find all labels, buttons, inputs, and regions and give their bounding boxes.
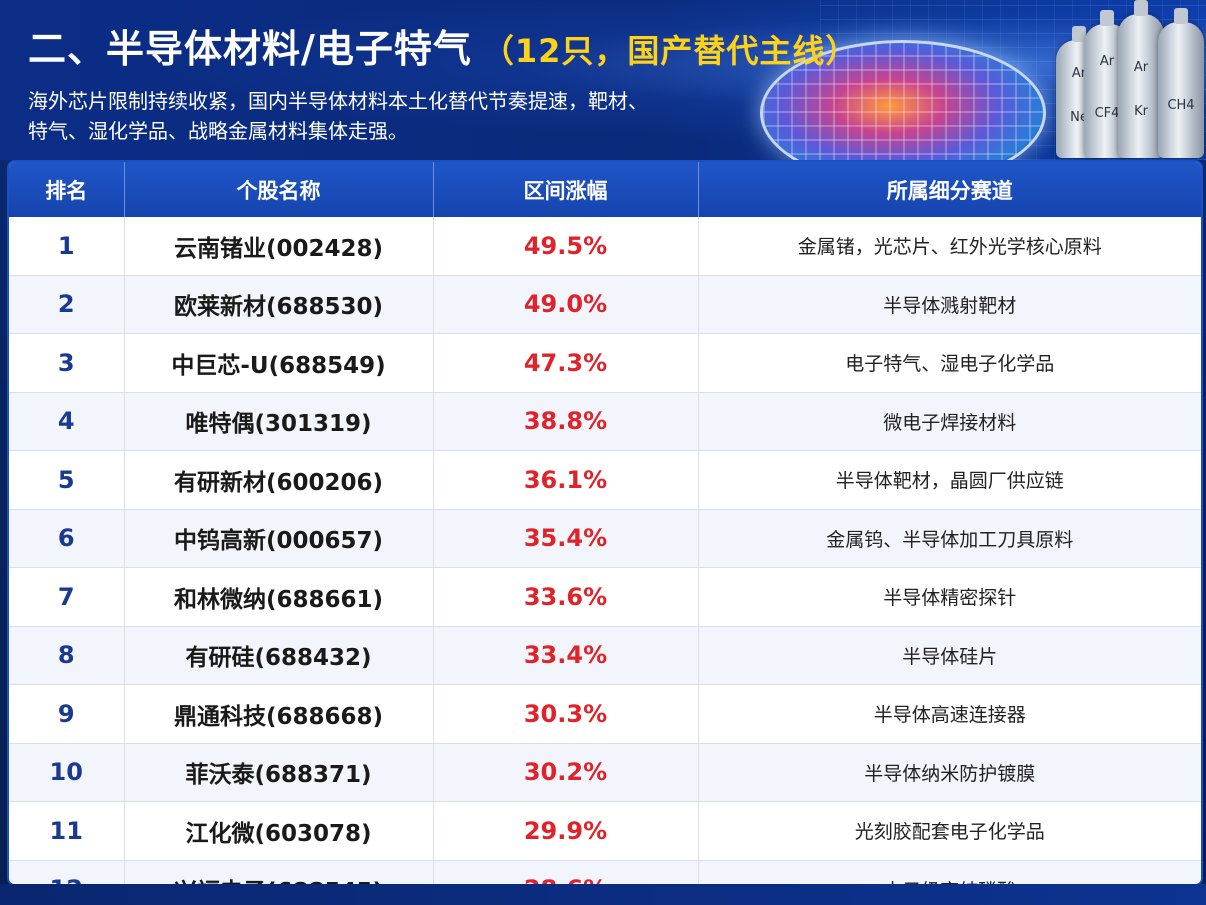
gain-cell: 30.3% (433, 684, 699, 744)
title-main: 二、半导体材料/电子特气 (28, 27, 472, 71)
rank-cell: 8 (9, 626, 125, 685)
rank-cell: 7 (9, 567, 125, 627)
gain-cell: 28.6% (433, 860, 699, 884)
stock-name-cell: 有研硅(688432) (124, 626, 434, 685)
rank-cell: 10 (9, 743, 125, 802)
stock-ranking-table: 排名 个股名称 区间涨幅 所属细分赛道 1 云南锗业(002428) 49.5% 金属… (7, 160, 1203, 886)
gain-cell: 30.2% (433, 743, 699, 802)
stock-name-cell: 有研新材(600206) (124, 450, 434, 510)
rank-cell: 6 (9, 509, 125, 568)
stock-name-cell: 中钨高新(000657) (124, 509, 434, 568)
stock-name-cell: 鼎通科技(688668) (124, 684, 434, 744)
gain-cell: 49.0% (433, 275, 699, 334)
page-description: 海外芯片限制持续收紧，国内半导体材料本土化替代节奏提速，靶材、 特气、湿化学品、… (28, 86, 748, 146)
table-row: 4 唯特偶(301319) 38.8% 微电子焊接材料 (9, 392, 1201, 451)
sector-cell: 微电子焊接材料 (698, 392, 1201, 451)
gas-cylinder-icon: Ar Kr (1118, 0, 1164, 158)
table-header-row: 排名 个股名称 区间涨幅 所属细分赛道 (9, 162, 1201, 217)
stock-name-cell: 唯特偶(301319) (124, 392, 434, 451)
gain-cell: 33.4% (433, 626, 699, 685)
gas-cylinder-icon: CH4 (1158, 8, 1204, 158)
sector-cell: 半导体精密探针 (698, 567, 1201, 627)
table-row: 6 中钨高新(000657) 35.4% 金属钨、半导体加工刀具原料 (9, 509, 1201, 568)
rank-cell: 12 (9, 860, 125, 884)
footer-strip (0, 884, 1206, 905)
silicon-wafer-image (760, 40, 1046, 160)
gain-cell: 35.4% (433, 509, 699, 568)
table-row: 3 中巨芯-U(688549) 47.3% 电子特气、湿电子化学品 (9, 333, 1201, 393)
description-line: 海外芯片限制持续收紧，国内半导体材料本土化替代节奏提速，靶材、 (28, 89, 648, 113)
table-row: 12兴福电子(688545)28.6%电子级高纯磷酸 (9, 860, 1201, 884)
sector-cell: 半导体靶材，晶圆厂供应链 (698, 450, 1201, 510)
sector-cell: 半导体硅片 (698, 626, 1201, 685)
rank-cell: 2 (9, 275, 125, 334)
rank-cell: 5 (9, 450, 125, 510)
sector-cell: 电子级高纯磷酸 (698, 860, 1201, 884)
gain-cell: 38.8% (433, 392, 699, 451)
sector-cell: 半导体高速连接器 (698, 684, 1201, 744)
stock-name-cell: 菲沃泰(688371) (124, 743, 434, 802)
table-row: 7 和林微纳(688661) 33.6% 半导体精密探针 (9, 567, 1201, 627)
title-subtitle: （12只，国产替代主线） (481, 32, 859, 70)
rank-cell: 9 (9, 684, 125, 744)
sector-cell: 金属钨、半导体加工刀具原料 (698, 509, 1201, 568)
gain-cell: 47.3% (433, 333, 699, 393)
rank-cell: 3 (9, 333, 125, 393)
gain-cell: 33.6% (433, 567, 699, 627)
stock-name-cell: 江化微(603078) (124, 801, 434, 861)
gain-cell: 36.1% (433, 450, 699, 510)
gain-cell: 29.9% (433, 801, 699, 861)
sector-cell: 半导体溅射靶材 (698, 275, 1201, 334)
column-header-rank: 排名 (9, 162, 125, 217)
sector-cell: 半导体纳米防护镀膜 (698, 743, 1201, 802)
column-header-sector: 所属细分赛道 (698, 162, 1201, 217)
table-row: 11 江化微(603078) 29.9% 光刻胶配套电子化学品 (9, 801, 1201, 861)
rank-cell: 1 (9, 217, 125, 276)
table-row: 1 云南锗业(002428) 49.5% 金属锗，光芯片、红外光学核心原料 (9, 217, 1201, 276)
table-row: 8 有研硅(688432) 33.4% 半导体硅片 (9, 626, 1201, 685)
sector-cell: 电子特气、湿电子化学品 (698, 333, 1201, 393)
page-title: 二、半导体材料/电子特气 （12只，国产替代主线） (28, 18, 858, 73)
stock-name-cell: 欧莱新材(688530) (124, 275, 434, 334)
rank-cell: 4 (9, 392, 125, 451)
sector-cell: 金属锗，光芯片、红外光学核心原料 (698, 217, 1201, 276)
sector-cell: 光刻胶配套电子化学品 (698, 801, 1201, 861)
table-row: 10 菲沃泰(688371) 30.2% 半导体纳米防护镀膜 (9, 743, 1201, 802)
table-row: 2 欧莱新材(688530) 49.0% 半导体溅射靶材 (9, 275, 1201, 334)
column-header-stock: 个股名称 (124, 162, 434, 217)
table-row: 9 鼎通科技(688668) 30.3% 半导体高速连接器 (9, 684, 1201, 744)
table-row: 5 有研新材(600206) 36.1% 半导体靶材，晶圆厂供应链 (9, 450, 1201, 510)
page-header: Ar Ne Ar CF4 Ar Kr CH4 二、半导体材料/电子特气 （12只，… (0, 0, 1206, 160)
rank-cell: 11 (9, 801, 125, 861)
stock-name-cell: 中巨芯-U(688549) (124, 333, 434, 393)
stock-name-cell: 兴福电子(688545) (124, 860, 434, 884)
column-header-gain: 区间涨幅 (433, 162, 699, 217)
description-line: 特气、湿化学品、战略金属材料集体走强。 (28, 119, 408, 143)
gain-cell: 49.5% (433, 217, 699, 276)
stock-name-cell: 云南锗业(002428) (124, 217, 434, 276)
stock-name-cell: 和林微纳(688661) (124, 567, 434, 627)
